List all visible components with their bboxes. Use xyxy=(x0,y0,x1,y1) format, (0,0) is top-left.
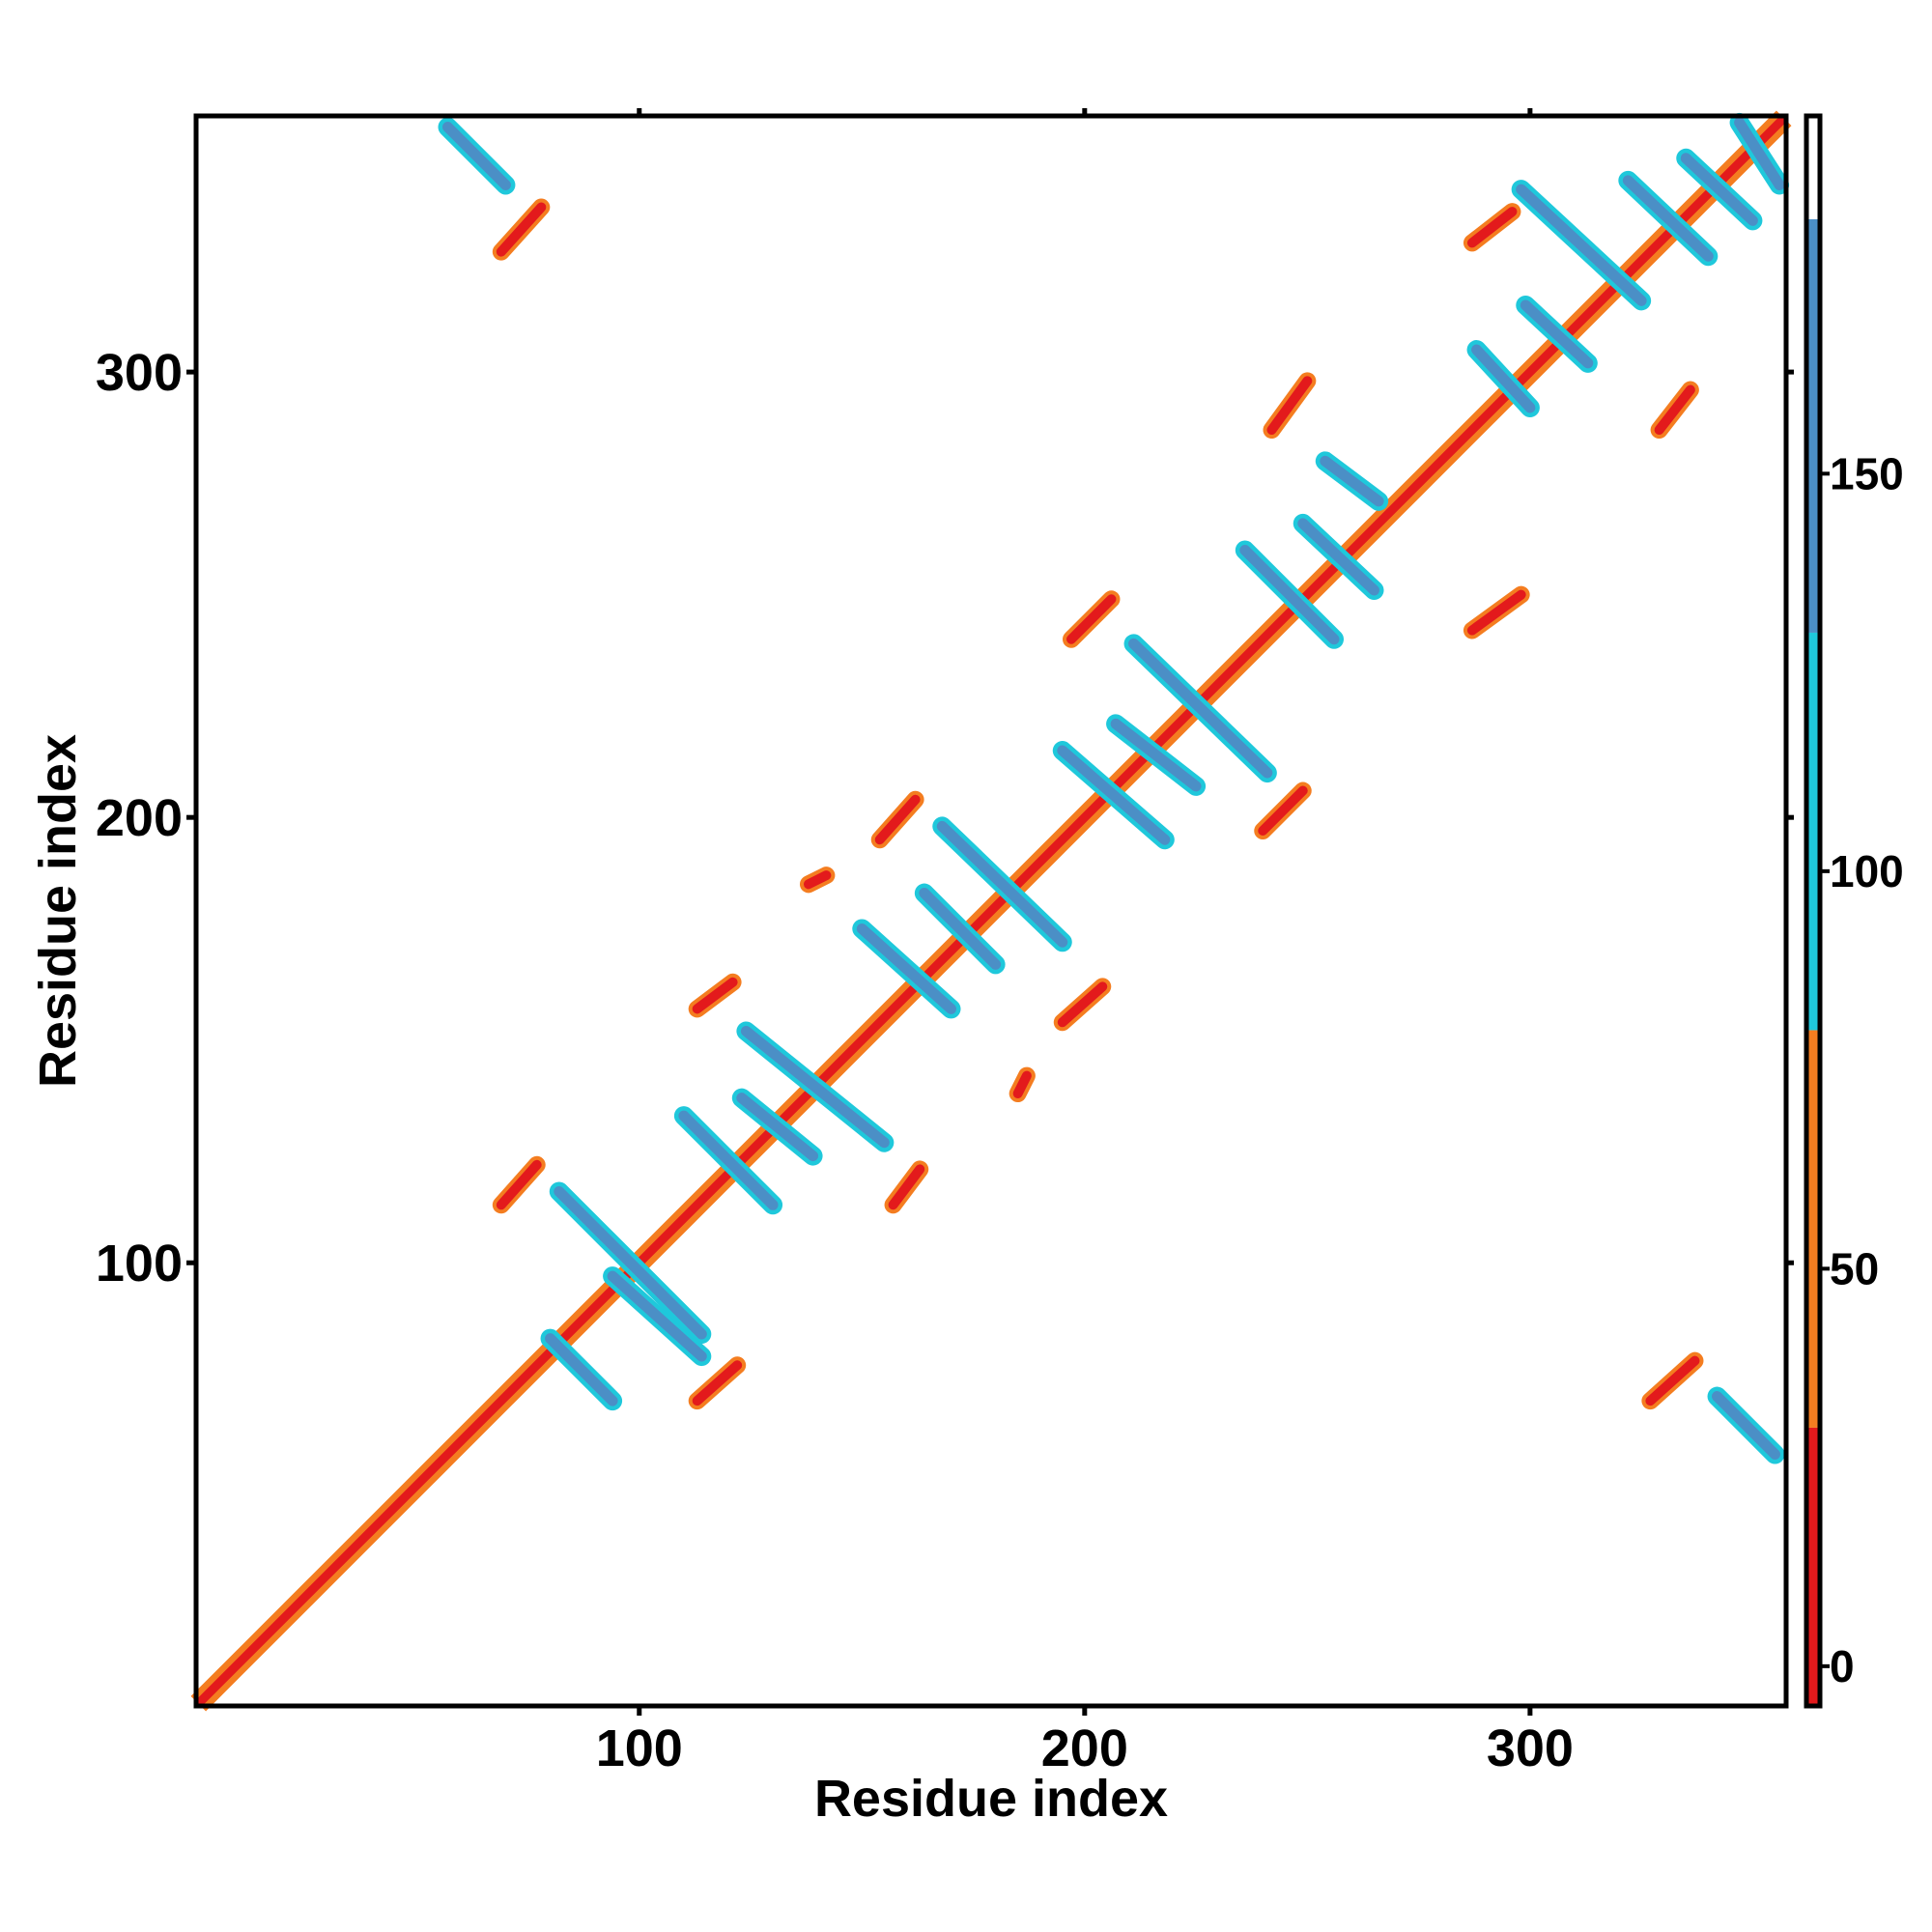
contact-patch xyxy=(1645,1355,1700,1406)
antiparallel-contact xyxy=(1734,117,1785,190)
contact-patch xyxy=(1065,594,1117,644)
antiparallel-contact xyxy=(442,122,511,190)
colorbar-band xyxy=(1806,1030,1820,1428)
antiparallel-contact xyxy=(736,1093,819,1162)
antiparallel-contact xyxy=(545,1333,618,1406)
contact-patch xyxy=(1258,785,1308,837)
y-tick-label: 100 xyxy=(96,1235,183,1293)
contact-patch xyxy=(888,1164,925,1210)
plot-frame xyxy=(193,113,1789,1709)
antiparallel-contact xyxy=(1320,455,1384,507)
colorbar-band xyxy=(1806,1427,1820,1706)
colorbar-band xyxy=(1806,116,1820,219)
antiparallel-contact xyxy=(1712,1391,1780,1460)
y-axis: 100 200 300 xyxy=(96,344,1794,1293)
contact-patch xyxy=(496,1159,542,1210)
antiparallel-contact xyxy=(1128,638,1273,779)
contact-patch xyxy=(1266,376,1313,436)
x-tick-label: 100 xyxy=(596,1719,683,1777)
antiparallel-contact xyxy=(1516,184,1647,306)
antiparallel-contact xyxy=(936,820,1068,948)
antiparallel-contact xyxy=(1471,344,1536,413)
antiparallel-contact xyxy=(607,1270,707,1362)
colorbar-tick-label: 0 xyxy=(1830,1641,1855,1691)
antiparallel-contact xyxy=(1520,299,1594,369)
colorbar: 0 50 100 150 xyxy=(1804,113,1904,1709)
antiparallel-contact xyxy=(554,1185,707,1340)
x-axis-title: Residue index xyxy=(814,1770,1168,1828)
y-axis-title: Residue index xyxy=(29,734,87,1088)
y-tick-label: 200 xyxy=(96,789,183,847)
colorbar-tick-label: 50 xyxy=(1830,1243,1879,1293)
antiparallel-contact xyxy=(1110,718,1202,792)
antiparallel-contact xyxy=(856,923,957,1014)
antiparallel-contact xyxy=(740,1025,890,1149)
contact-patch xyxy=(1466,589,1526,636)
colorbar-tick-label: 100 xyxy=(1830,846,1904,896)
contact-patch xyxy=(803,870,832,890)
antiparallel-contact xyxy=(678,1110,779,1210)
contact-patch xyxy=(692,977,738,1014)
colorbar-frame xyxy=(1804,113,1823,1709)
antiparallel-contact xyxy=(919,888,1002,970)
colorbar-tick-label: 150 xyxy=(1830,448,1904,498)
contact-patch xyxy=(1057,981,1108,1028)
colorbar-band xyxy=(1806,218,1820,633)
antiparallel-contact xyxy=(1057,745,1171,845)
heatmap-cells xyxy=(190,110,1792,1712)
antiparallel-contact xyxy=(1680,153,1758,226)
antiparallel-contact xyxy=(1622,175,1714,262)
x-tick-label: 300 xyxy=(1487,1719,1574,1777)
contact-patch xyxy=(1654,384,1695,436)
contact-patch xyxy=(874,794,921,845)
contact-patch xyxy=(1012,1070,1032,1099)
diagonal-band-core xyxy=(195,115,1787,1707)
y-tick-label: 300 xyxy=(96,344,183,402)
antiparallel-contact xyxy=(1239,545,1340,645)
colorbar-band xyxy=(1806,632,1820,1031)
contact-patch xyxy=(692,1360,743,1406)
x-axis: 100 200 300 xyxy=(596,108,1574,1777)
contact-patch xyxy=(1466,207,1518,248)
contact-patch xyxy=(496,202,547,257)
antiparallel-contact xyxy=(1297,518,1380,596)
x-tick-label: 200 xyxy=(1041,1719,1128,1777)
